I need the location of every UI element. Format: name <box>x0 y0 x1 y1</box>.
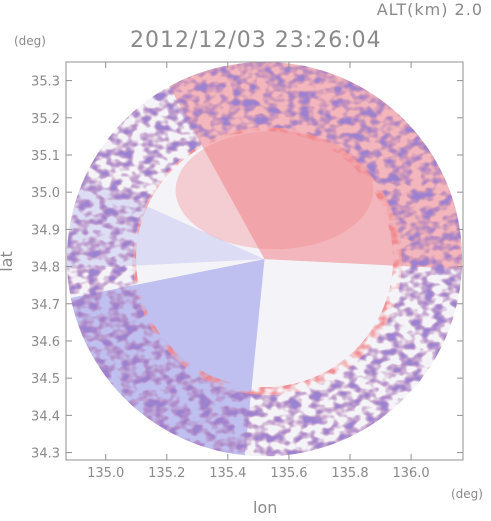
x-tick-label: 135.0 <box>87 466 124 481</box>
axes-frame <box>65 61 464 461</box>
speckle-ring-negative <box>66 62 463 457</box>
y-tick-label: 34.4 <box>31 409 60 424</box>
x-tick-label: 135.8 <box>331 466 368 481</box>
x-tick-label: 135.4 <box>209 466 246 481</box>
chart-title-timestamp: 2012/12/03 23:26:04 <box>130 28 382 53</box>
y-tick-label: 35.1 <box>31 149 60 164</box>
y-tick-label: 34.7 <box>31 298 60 313</box>
y-tick-label: 34.6 <box>31 335 60 350</box>
altitude-label: ALT(km) 2.0 <box>376 0 483 19</box>
y-tick-label: 35.0 <box>31 186 60 201</box>
y-tick-label: 35.2 <box>31 112 60 127</box>
y-tick-label: 34.9 <box>31 223 60 238</box>
x-tick-label: 135.6 <box>270 466 307 481</box>
y-tick-label: 35.3 <box>31 75 60 90</box>
x-axis-label: lon <box>253 498 278 517</box>
x-unit-label: (deg) <box>451 487 483 501</box>
y-tick-label: 34.8 <box>31 261 60 276</box>
y-unit-label: (deg) <box>14 34 46 48</box>
y-tick-label: 34.5 <box>31 372 60 387</box>
y-tick-label: 34.3 <box>31 447 60 462</box>
radar-disc <box>66 62 463 457</box>
x-tick-label: 135.2 <box>148 466 185 481</box>
x-tick-label: 136.0 <box>392 466 429 481</box>
axes: 135.0 135.2 135.4 135.6 135.8 136.0 34.3 34.4 34… <box>31 61 464 481</box>
velocity-region-center <box>175 130 374 250</box>
